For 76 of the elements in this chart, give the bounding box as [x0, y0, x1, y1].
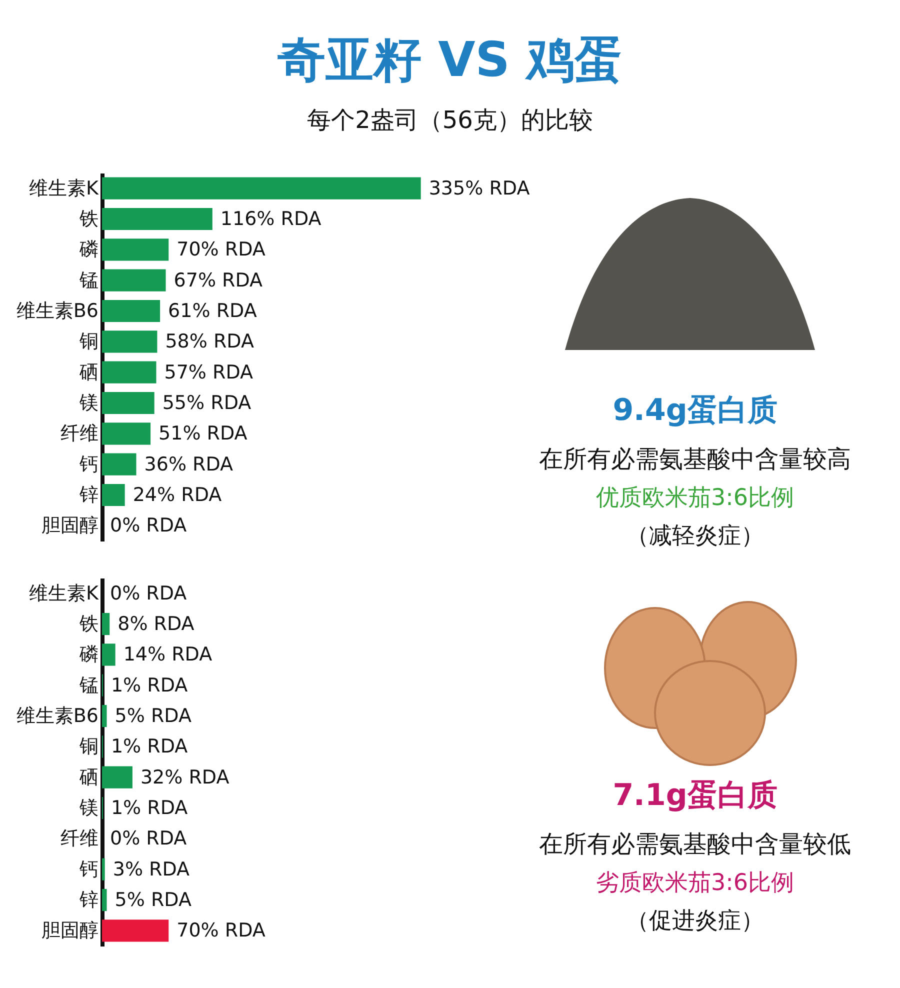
y-tick-label: 锰 — [78, 269, 98, 292]
data-label: 0% RDA — [110, 828, 187, 850]
data-label: 70% RDA — [176, 238, 266, 261]
data-label: 3% RDA — [112, 858, 190, 880]
bar — [102, 766, 132, 788]
y-tick-label: 钙 — [78, 858, 98, 880]
bar — [102, 644, 116, 666]
bar — [102, 177, 421, 200]
bar — [102, 392, 154, 414]
bar — [102, 484, 125, 506]
data-label: 51% RDA — [158, 422, 248, 445]
bar — [102, 422, 151, 445]
bar — [102, 269, 166, 292]
y-tick-label: 镁 — [78, 797, 98, 819]
data-label: 1% RDA — [110, 736, 188, 758]
data-label: 24% RDA — [132, 484, 222, 506]
bar — [102, 453, 136, 476]
bar — [102, 704, 107, 728]
data-label: 57% RDA — [164, 361, 254, 384]
text: （促进炎症） — [625, 907, 765, 936]
data-label: 67% RDA — [174, 269, 263, 292]
y-tick-label: 胆固醇 — [42, 920, 98, 942]
y-tick-label: 锰 — [78, 674, 98, 696]
y-tick-label: 铁 — [78, 613, 98, 635]
bar — [102, 208, 212, 230]
chart-title: 奇亚籽 VS 鸡蛋 — [276, 31, 624, 90]
data-label: 14% RDA — [123, 644, 212, 666]
bar — [102, 612, 110, 636]
data-label: 58% RDA — [165, 330, 254, 353]
data-label: 70% RDA — [176, 920, 266, 942]
bar — [102, 361, 156, 384]
data-label: 335% RDA — [428, 177, 530, 200]
text: 优质欧米茄3:6比例 — [594, 484, 795, 512]
bar — [102, 238, 169, 261]
y-tick-label: 胆固醇 — [42, 514, 98, 537]
data-label: 0% RDA — [110, 582, 187, 604]
bar — [102, 858, 105, 880]
text: 在所有必需氨基酸中含量较高 — [538, 444, 852, 474]
y-tick-label: 硒 — [78, 766, 98, 788]
y-tick-label: 维生素B6 — [16, 705, 98, 727]
text: （减轻炎症） — [625, 522, 765, 551]
data-label: 36% RDA — [144, 453, 234, 476]
y-tick-label: 维生素K — [29, 582, 100, 604]
y-tick-label: 铜 — [78, 736, 98, 758]
y-tick-label: 硒 — [78, 361, 98, 384]
y-tick-label: 维生素B6 — [16, 300, 98, 322]
y-tick-label: 铜 — [78, 330, 98, 353]
data-label: 5% RDA — [114, 889, 192, 911]
data-label: 5% RDA — [114, 705, 192, 727]
y-tick-label: 维生素K — [29, 177, 100, 200]
data-label: 1% RDA — [110, 674, 188, 696]
y-tick-label: 铁 — [78, 208, 98, 230]
y-tick-label: 钙 — [78, 453, 98, 476]
y-tick-label: 锌 — [78, 484, 98, 506]
data-label: 0% RDA — [110, 514, 187, 537]
chart-subtitle: 每个2盎司（56克）的比较 — [306, 105, 594, 136]
data-label: 1% RDA — [110, 797, 188, 819]
data-label: 8% RDA — [118, 613, 194, 635]
bar — [102, 300, 160, 322]
bar — [102, 920, 169, 942]
text: 7.1g蛋白质 — [612, 777, 778, 814]
y-tick-label: 磷 — [78, 644, 98, 666]
data-label: 61% RDA — [168, 300, 257, 322]
y-tick-label: 纤维 — [60, 828, 98, 850]
y-tick-label: 镁 — [78, 392, 98, 414]
text: 劣质欧米茄3:6比例 — [594, 868, 795, 898]
y-tick-label: 锌 — [78, 889, 98, 911]
data-label: 116% RDA — [220, 208, 322, 230]
text: 9.4g蛋白质 — [612, 392, 778, 430]
text: 在所有必需氨基酸中含量较低 — [538, 828, 852, 858]
data-label: 55% RDA — [162, 392, 252, 414]
bar — [102, 330, 158, 353]
bar — [102, 888, 107, 912]
y-tick-label: 纤维 — [60, 422, 98, 445]
data-label: 32% RDA — [140, 766, 230, 788]
y-tick-label: 磷 — [78, 238, 98, 261]
